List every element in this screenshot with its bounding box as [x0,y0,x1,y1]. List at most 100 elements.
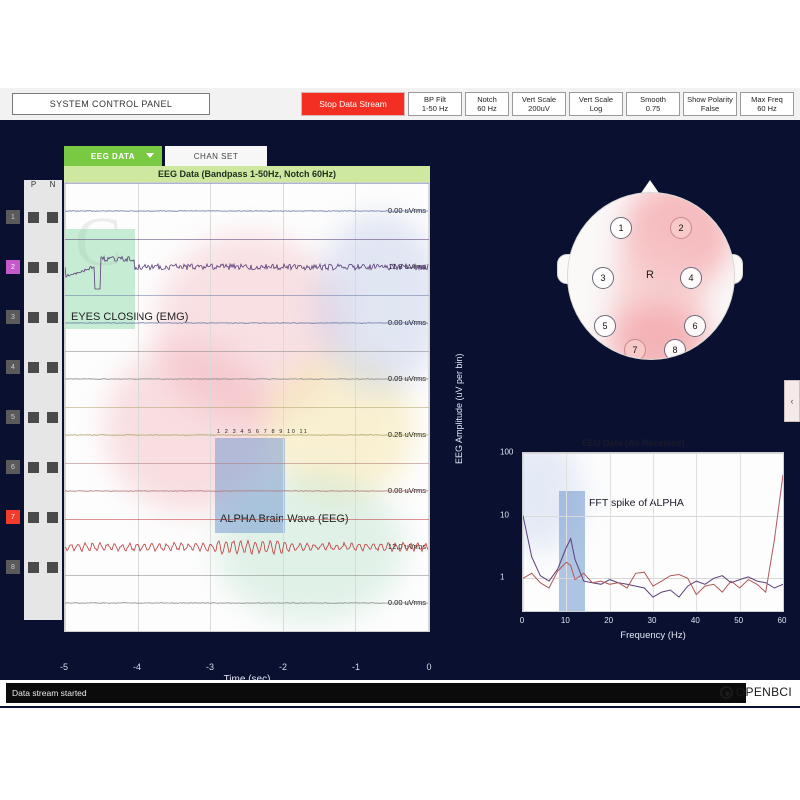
fft-x-tick: 30 [647,616,657,625]
bp-filter-button[interactable]: BP Filt 1-50 Hz [408,92,462,116]
show-polarity-value: False [700,104,720,113]
openbci-logo: OPENBCI [719,685,792,699]
fft-x-tick: 20 [604,616,614,625]
eeg-x-tick: 0 [426,662,432,672]
pn-header-row: P N [24,180,62,196]
channel-number-button[interactable]: 5 [6,410,20,424]
watermark-blob-blue [315,213,429,393]
fft-gridline-vertical [740,453,741,611]
openbci-mark-icon [719,685,733,699]
eeg-x-axis: Time (sec) -5 -4 -3 -2 -1 0 [60,656,432,690]
tab-eeg-data-label: EEG DATA [90,151,136,161]
fft-x-tick: 40 [690,616,700,625]
eeg-plot-area[interactable]: C EYES CLOSING (EMG) 1 2 3 4 5 6 7 8 9 1… [64,182,430,632]
channel-waveform [65,254,429,290]
eeg-x-tick: -5 [59,662,69,672]
vert-scale-button[interactable]: Vert Scale 200uV [512,92,566,116]
fft-gridline-horizontal [523,516,783,517]
tab-eeg-data[interactable]: EEG DATA [64,146,162,166]
channel-baseline [65,295,429,296]
channel-number-button[interactable]: 4 [6,360,20,374]
fft-gridline-vertical [696,453,697,611]
notch-title: Notch [477,94,497,104]
fft-gridline-vertical [523,453,524,611]
channel-waveform [65,378,429,380]
electrode-8[interactable]: 8 [664,339,686,359]
smooth-title: Smooth [640,94,666,104]
electrode-6[interactable]: 6 [684,315,706,337]
stop-data-stream-button[interactable]: Stop Data Stream [301,92,405,116]
channel-number-button[interactable]: 1 [6,210,20,224]
electrode-3[interactable]: 3 [592,267,614,289]
fft-x-tick: 0 [519,616,525,625]
channel-baseline [65,407,429,408]
fft-y-axis-label: EEG Amplitude (uV per bin) [454,353,464,464]
channel-waveform [65,434,429,436]
channel-rms-label: 0.00 uVrms [387,486,426,495]
collapse-panel-tab[interactable]: ‹ [784,380,800,422]
channel-n-toggle[interactable] [47,411,58,423]
fft-x-tick: 10 [560,616,570,625]
channel-number-button[interactable]: 2 [6,260,20,274]
channel-baseline [65,183,429,184]
channel-p-toggle[interactable] [28,461,39,473]
smooth-button[interactable]: Smooth 0.75 [626,92,680,116]
fft-gridline-horizontal [523,453,783,454]
channel-n-toggle[interactable] [47,361,58,373]
channel-p-toggle[interactable] [28,311,39,323]
channel-n-toggle[interactable] [47,561,58,573]
channel-n-toggle[interactable] [47,261,58,273]
show-polarity-button[interactable]: Show Polarity False [683,92,737,116]
max-freq-button[interactable]: Max Freq 60 Hz [740,92,794,116]
notch-filter-button[interactable]: Notch 60 Hz [465,92,509,116]
electrode-1[interactable]: 1 [610,217,632,239]
system-control-panel-button[interactable]: SYSTEM CONTROL PANEL [12,93,210,115]
tab-chan-set[interactable]: CHAN SET [165,146,267,166]
channel-p-toggle[interactable] [28,561,39,573]
fft-title: EEG Data (As Received) [581,438,685,448]
channel-n-toggle[interactable] [47,311,58,323]
channel-p-toggle[interactable] [28,261,39,273]
vert-scale-mode-button[interactable]: Vert Scale Log [569,92,623,116]
fft-widget: EEG Data (As Received) EEG Amplitude (uV… [454,353,798,663]
fft-gridline-horizontal [523,578,783,579]
channel-rms-label: 11.8 uVrms [388,262,426,271]
channel-number-button[interactable]: 7 [6,510,20,524]
channel-p-toggle[interactable] [28,211,39,223]
electrode-2[interactable]: 2 [670,217,692,239]
fft-series-2 [523,474,783,596]
eeg-x-tick: -1 [351,662,361,672]
tab-chan-set-label: CHAN SET [193,151,239,161]
fft-gridline-vertical [783,453,784,611]
fft-gridline-vertical [653,453,654,611]
channel-p-toggle[interactable] [28,361,39,373]
eeg-panel-title: EEG Data (Bandpass 1-50Hz, Notch 60Hz) [64,166,430,182]
channel-p-toggle[interactable] [28,511,39,523]
channel-number-button[interactable]: 3 [6,310,20,324]
channel-n-toggle[interactable] [47,211,58,223]
status-bar: Data stream started OPENBCI [0,680,800,706]
channel-p-toggle[interactable] [28,411,39,423]
electrode-5[interactable]: 5 [594,315,616,337]
channel-waveform [65,490,429,492]
vert-scale-title: Vert Scale [521,94,557,104]
reference-label: R [646,269,654,281]
electrode-4[interactable]: 4 [680,267,702,289]
electrode-7[interactable]: 7 [624,339,646,359]
chevron-down-icon[interactable] [146,153,154,158]
channel-pn-row [24,410,62,424]
alpha-marker-numbers: 1 2 3 4 5 6 7 8 9 10 11 [217,429,309,435]
openbci-wordmark: OPENBCI [735,685,792,699]
channel-n-toggle[interactable] [47,461,58,473]
channel-baseline [65,519,429,520]
max-freq-title: Max Freq [751,94,783,104]
eeg-x-tick: -3 [205,662,215,672]
channel-number-button[interactable]: 8 [6,560,20,574]
fft-plot-area[interactable]: FFT spike of ALPHA [522,452,784,612]
channel-control-strip: P N [24,180,62,620]
channel-number-button[interactable]: 6 [6,460,20,474]
channel-pn-row [24,310,62,324]
channel-n-toggle[interactable] [47,511,58,523]
